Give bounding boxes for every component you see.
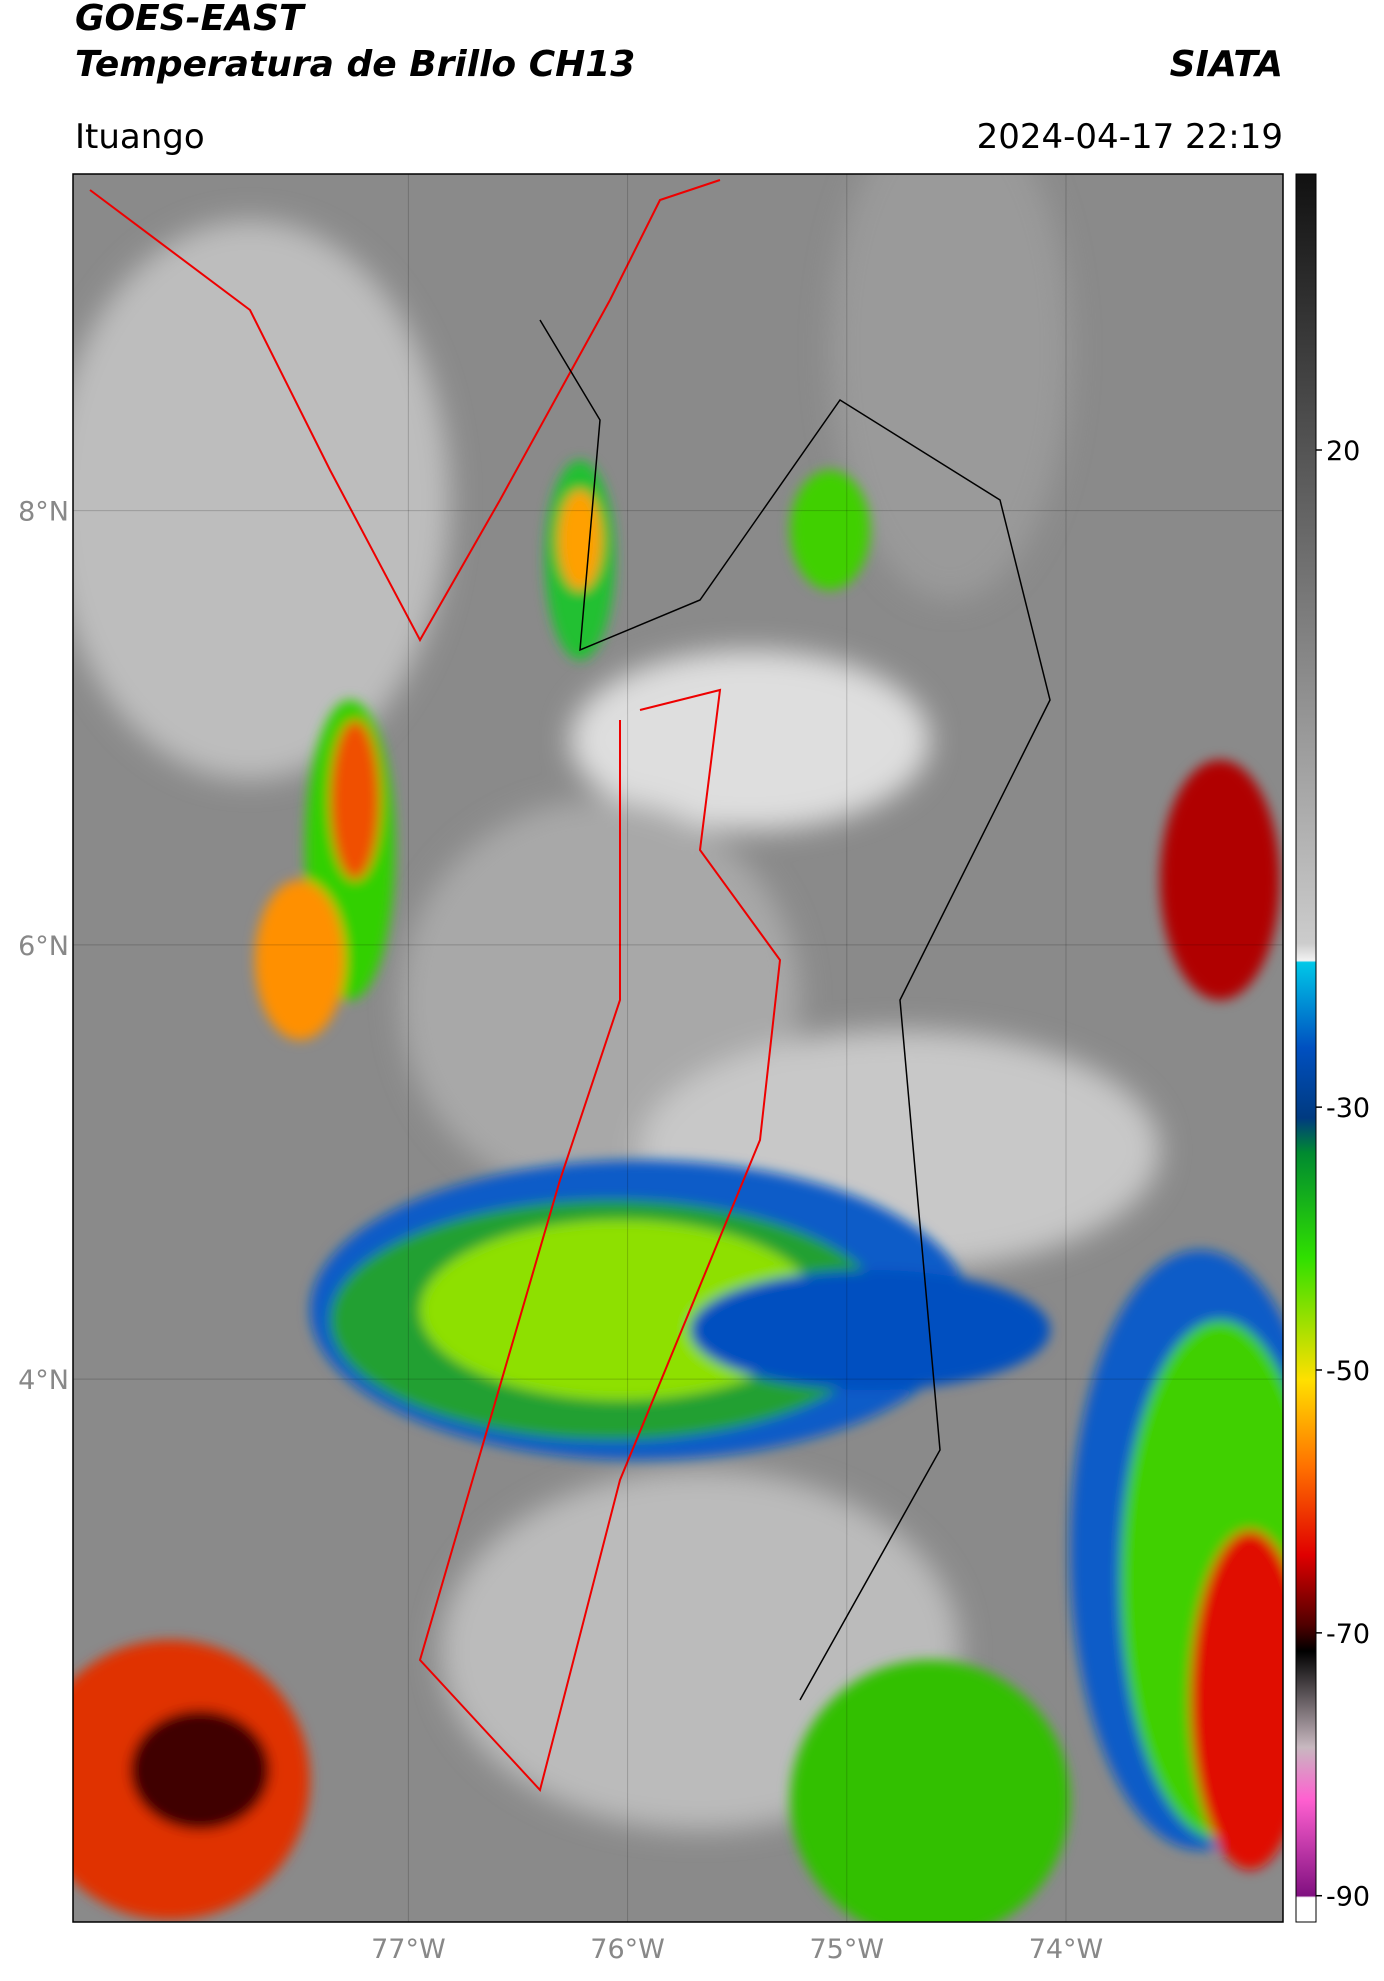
colorbar-tick-label: -90 [1326,1882,1370,1913]
x-tick-label: 74°W [1029,1934,1104,1965]
y-tick-label: 4°N [18,1365,69,1396]
colorbar [1295,173,1317,1923]
title: GOES-EAST [75,0,306,39]
map-frame [72,173,1284,1923]
x-tick-label: 77°W [371,1934,446,1965]
subtitle: Temperatura de Brillo CH13 [75,44,635,85]
satellite-image [73,174,1283,1922]
colorbar-tick-label: 20 [1326,436,1360,467]
boundary-line [539,319,1051,1701]
colorbar-tick-label: -30 [1326,1093,1370,1124]
datetime: 2024-04-17 22:19 [977,117,1283,157]
location: Ituango [75,117,205,157]
colorbar-tick-label: -50 [1326,1356,1370,1387]
region-outline [418,688,782,1793]
border-line [89,179,721,643]
x-tick-label: 75°W [810,1934,885,1965]
x-tick-label: 76°W [590,1934,665,1965]
y-tick-label: 6°N [18,931,69,962]
colorbar-tick-label: -70 [1326,1619,1370,1650]
y-tick-label: 8°N [18,497,69,528]
source: SIATA [1170,44,1283,85]
